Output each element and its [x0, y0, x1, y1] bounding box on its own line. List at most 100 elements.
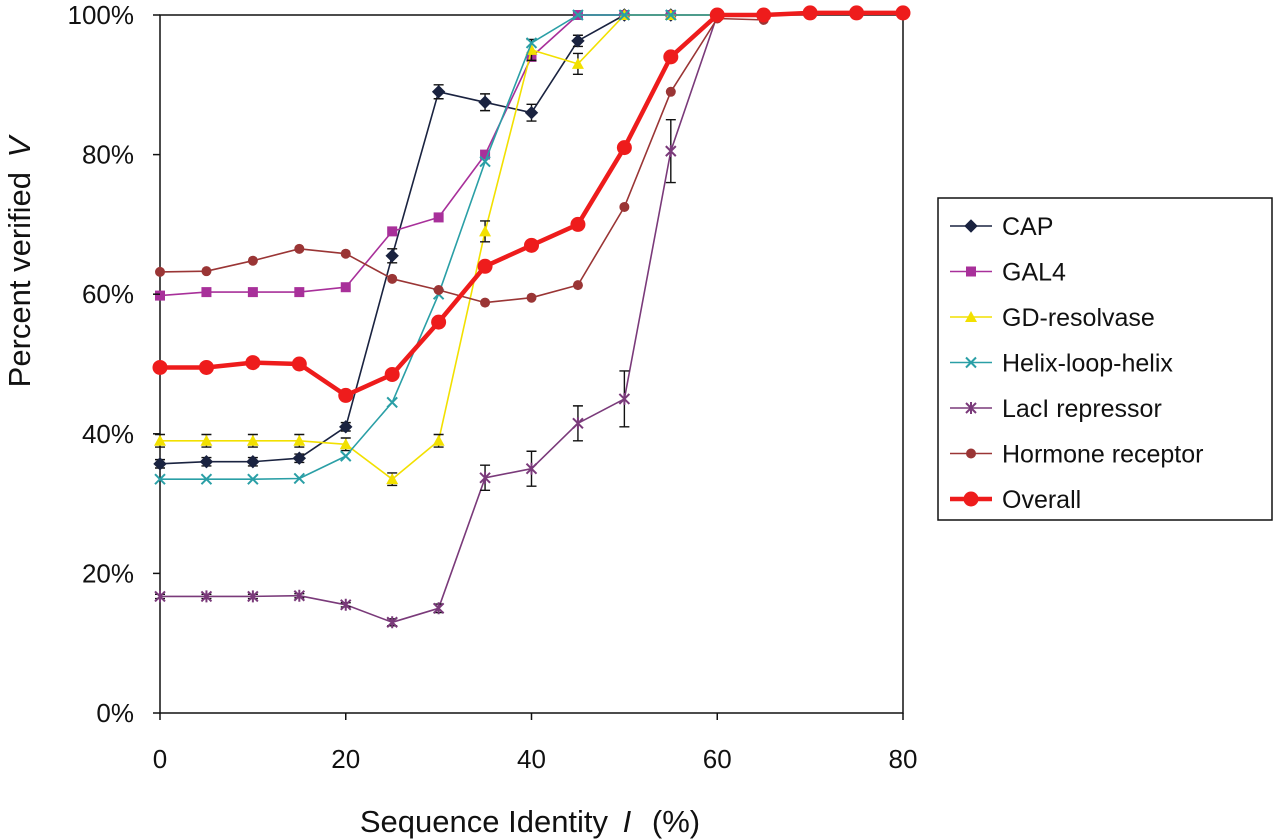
- data-point: [247, 287, 258, 298]
- data-point: [432, 602, 445, 615]
- data-point: [386, 616, 398, 629]
- data-point: [618, 9, 631, 21]
- data-point: [571, 34, 585, 48]
- x-tick-label: 40: [517, 744, 546, 774]
- y-tick-label: 80%: [82, 140, 134, 170]
- legend-item: Hormone receptor: [950, 441, 1203, 469]
- y-tick-label: 40%: [82, 419, 134, 449]
- data-point: [338, 387, 354, 403]
- series-cap: [153, 8, 771, 471]
- data-point: [966, 448, 976, 459]
- data-point: [246, 455, 260, 469]
- data-point: [571, 57, 584, 69]
- legend-label: Helix-loop-helix: [1002, 350, 1173, 378]
- data-point: [246, 434, 259, 446]
- data-point: [154, 434, 166, 446]
- data-point: [570, 216, 586, 232]
- y-tick-label: 20%: [82, 558, 134, 588]
- data-point: [385, 249, 399, 263]
- x-axis-title-unit: (%): [652, 804, 700, 839]
- legend-item: LacI repressor: [950, 395, 1162, 423]
- data-point: [965, 402, 977, 414]
- data-point: [340, 450, 352, 462]
- legend-label: LacI repressor: [1002, 395, 1162, 423]
- legend-label: Overall: [1002, 486, 1081, 514]
- data-point: [478, 95, 492, 109]
- data-point: [292, 451, 307, 465]
- data-point: [432, 434, 445, 446]
- data-point: [572, 280, 583, 291]
- data-point: [479, 471, 491, 484]
- data-point: [247, 255, 258, 266]
- data-point: [618, 392, 631, 405]
- legend: CAP GAL4 GD-resolvase Helix-loop-helix LacI …: [937, 197, 1273, 521]
- legend-item: Overall: [950, 486, 1081, 514]
- series-line: [160, 10, 903, 398]
- data-point: [293, 472, 306, 485]
- data-point: [152, 359, 168, 375]
- legend-label: Hormone receptor: [1002, 441, 1203, 469]
- data-point: [433, 285, 444, 296]
- series-laci-repressor: [154, 9, 723, 629]
- legend-item: GAL4: [950, 259, 1066, 287]
- legend-item: Helix-loop-helix: [950, 350, 1173, 378]
- data-point: [291, 356, 307, 372]
- data-point: [294, 243, 305, 254]
- data-point: [245, 355, 261, 371]
- y-axis-title-text: Percent verified: [2, 172, 37, 387]
- data-point: [572, 417, 584, 430]
- data-point: [200, 434, 213, 446]
- data-point: [966, 266, 976, 277]
- data-point: [963, 491, 979, 507]
- data-point: [155, 290, 165, 301]
- y-tick-label: 100%: [68, 0, 135, 30]
- data-point: [895, 5, 911, 21]
- x-axis-title-variable: I: [623, 804, 632, 839]
- data-point: [201, 266, 212, 277]
- data-point: [201, 287, 212, 298]
- series-gd-resolvase: [154, 9, 724, 487]
- data-point: [616, 140, 632, 156]
- data-point: [387, 226, 398, 237]
- y-axis-title: Percent verified V: [2, 133, 37, 387]
- data-point: [247, 590, 259, 603]
- data-point: [293, 589, 306, 602]
- legend-box: [937, 197, 1273, 521]
- y-tick-label: 60%: [82, 279, 134, 309]
- data-point: [524, 237, 539, 253]
- data-point: [526, 292, 537, 303]
- data-point: [155, 266, 165, 277]
- data-point: [525, 462, 538, 475]
- data-point: [431, 85, 446, 99]
- legend-item: CAP: [950, 213, 1053, 241]
- data-point: [619, 201, 630, 212]
- data-point: [849, 5, 865, 21]
- x-tick-label: 80: [889, 744, 918, 774]
- data-point: [340, 598, 352, 611]
- data-point: [480, 297, 491, 308]
- data-point: [386, 473, 399, 485]
- data-point: [431, 314, 447, 330]
- data-point: [480, 149, 491, 160]
- x-tick-label: 0: [153, 744, 167, 774]
- data-point: [665, 86, 676, 97]
- data-point: [756, 7, 772, 23]
- series-layer: [152, 5, 911, 629]
- data-point: [665, 9, 677, 21]
- data-point: [339, 420, 353, 434]
- data-point: [386, 396, 398, 409]
- data-point: [964, 219, 978, 233]
- legend-label: GD-resolvase: [1002, 304, 1155, 332]
- series-overall: [152, 5, 911, 403]
- data-point: [340, 248, 351, 259]
- legend-item: GD-resolvase: [950, 304, 1155, 332]
- data-point: [665, 145, 677, 158]
- data-point: [709, 7, 725, 23]
- data-point: [154, 590, 166, 603]
- data-point: [293, 434, 306, 446]
- data-point: [965, 311, 977, 322]
- series-helix-loop-helix: [154, 9, 723, 485]
- legend-label: GAL4: [1002, 259, 1066, 287]
- data-point: [663, 49, 679, 65]
